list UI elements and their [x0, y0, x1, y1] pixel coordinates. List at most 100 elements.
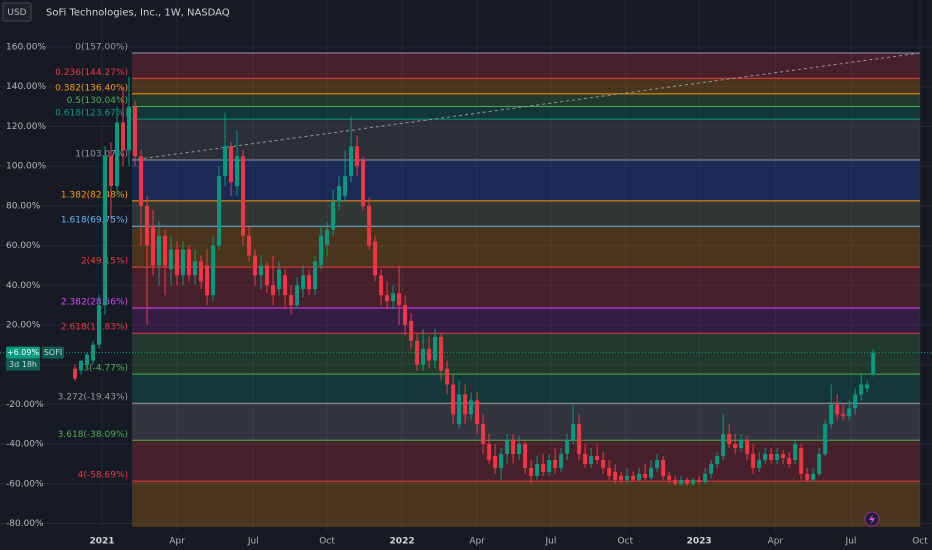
candle-body	[793, 444, 798, 460]
candle-body	[829, 404, 834, 425]
fib-label: 3.618(-38.09%)	[58, 430, 128, 440]
candle-body	[673, 479, 678, 484]
candle-body	[343, 176, 348, 196]
candle-body	[193, 261, 198, 276]
fib-band	[132, 267, 920, 308]
candle-body	[541, 463, 546, 472]
y-tick-label: -60.00%	[6, 479, 44, 489]
candle-body	[307, 275, 312, 290]
candle-body	[607, 467, 612, 476]
candle-body	[667, 475, 672, 480]
y-tick-label: 100.00%	[6, 162, 46, 172]
candle-body	[409, 320, 414, 341]
fib-band	[132, 374, 920, 404]
fib-band	[132, 106, 920, 120]
x-tick-label: 2022	[390, 537, 415, 547]
fib-band	[132, 226, 920, 268]
candle-body	[649, 467, 654, 478]
candle-body	[421, 348, 426, 365]
candle-body	[517, 444, 522, 454]
candle-body	[679, 479, 684, 484]
candle-body	[727, 434, 732, 445]
candle-body	[367, 205, 372, 246]
candle-body	[247, 235, 252, 256]
candle-body	[715, 455, 720, 464]
fib-label: 0.236(144.27%)	[55, 68, 128, 78]
fib-label: 0(157.00%)	[75, 43, 128, 53]
candle-body	[697, 479, 702, 482]
currency[interactable]: USD	[7, 8, 26, 18]
candle-body	[703, 473, 708, 482]
candle-body	[655, 459, 660, 468]
candle-body	[271, 285, 276, 296]
x-tick-label: Jul	[845, 537, 857, 547]
x-tick-label: Oct	[618, 537, 634, 547]
fib-band	[132, 307, 920, 334]
fib-label: 3.272(-19.43%)	[58, 393, 128, 403]
candle-body	[217, 176, 222, 246]
candle-body	[181, 249, 186, 276]
candle-body	[841, 414, 846, 417]
y-tick-label: 120.00%	[6, 122, 46, 132]
candle-body	[259, 265, 264, 276]
candle-body	[379, 275, 384, 296]
fib-band	[132, 403, 920, 441]
currency-box[interactable]	[2, 2, 32, 22]
candle-body	[97, 305, 102, 345]
fib-label: 1.382(82.48%)	[61, 190, 128, 200]
fib-label: 3(-4.77%)	[83, 364, 128, 374]
candle-body	[847, 408, 852, 417]
candle-body	[211, 245, 216, 296]
candle-body	[805, 473, 810, 480]
candle-body	[577, 424, 582, 454]
candle-body	[631, 475, 636, 480]
candle-body	[817, 453, 822, 474]
trend-line	[131, 52, 921, 161]
candle-body	[487, 444, 492, 460]
candle-body	[835, 404, 840, 415]
candle-body	[289, 295, 294, 306]
countdown-label: 3d 18h	[9, 360, 37, 369]
candle-body	[127, 106, 132, 151]
candle-body	[685, 479, 690, 484]
candle-body	[709, 463, 714, 474]
candle-body	[481, 424, 486, 445]
fib-label: 1.618(69.75%)	[61, 216, 128, 226]
fib-band	[132, 119, 920, 161]
y-tick-label: 140.00%	[6, 82, 46, 92]
candle-body	[583, 453, 588, 464]
fib-extension: 0(157.00%) 0.236(144.27%) 0.382(136.40%) 0.…	[55, 43, 921, 527]
candle-body	[253, 255, 258, 276]
x-tick-label: Oct	[319, 537, 335, 547]
candle-body	[535, 463, 540, 476]
candle-body	[205, 265, 210, 296]
candle-body	[745, 440, 750, 454]
candle-body	[451, 384, 456, 415]
alert-bolt	[869, 514, 875, 524]
candle-body	[799, 448, 804, 474]
candle-body	[139, 156, 144, 206]
candle-body	[853, 394, 858, 409]
candle-body	[625, 475, 630, 480]
x-tick-label: Jul	[544, 537, 556, 547]
x-tick-label: Oct	[912, 537, 928, 547]
candle-body	[391, 293, 396, 302]
candle-body	[787, 457, 792, 464]
candle-body	[589, 455, 594, 464]
candle-body	[121, 122, 126, 151]
candle-body	[529, 467, 534, 476]
x-tick-label: Apr	[169, 537, 185, 547]
candle-body	[757, 459, 762, 468]
candle-body	[763, 453, 768, 460]
x-tick-label: 2023	[687, 537, 712, 547]
candle-body	[505, 440, 510, 454]
candle-body	[331, 201, 336, 230]
candle-body	[565, 440, 570, 454]
candle-body	[781, 453, 786, 458]
candle-body	[313, 261, 318, 290]
candle-body	[523, 444, 528, 468]
candle-body	[235, 156, 240, 187]
fib-band	[132, 78, 920, 94]
x-tick-label: Apr	[768, 537, 784, 547]
